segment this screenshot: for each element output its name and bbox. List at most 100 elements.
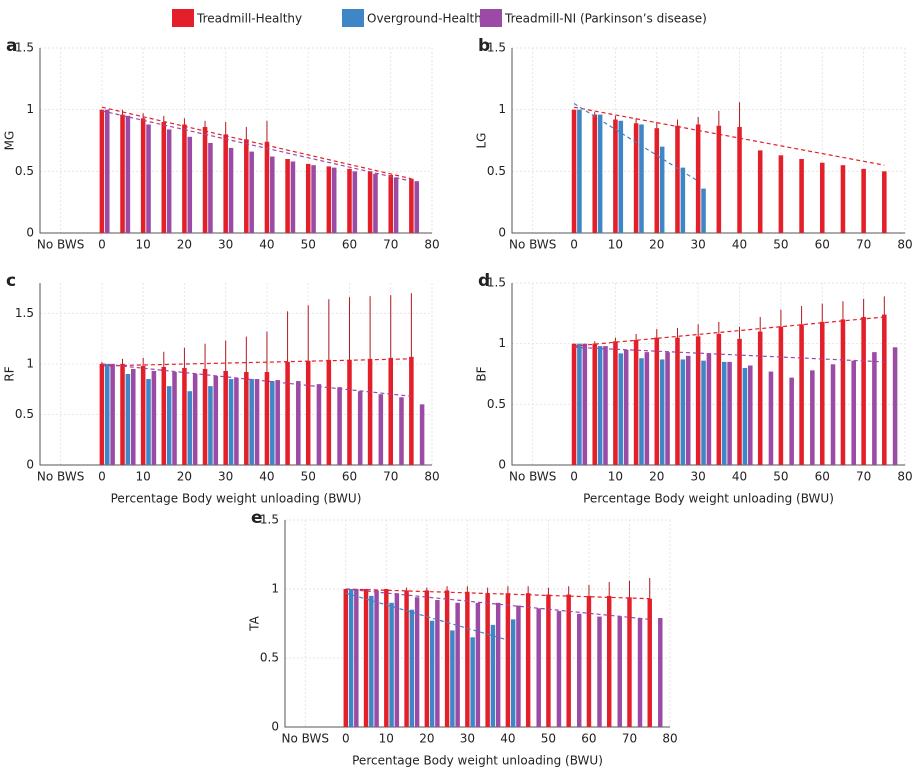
bar xyxy=(285,361,290,465)
bar xyxy=(571,343,577,465)
bar xyxy=(389,602,394,727)
bar xyxy=(228,147,234,233)
y-axis-label: RF xyxy=(3,366,17,381)
x-tick-label: No BWS xyxy=(37,238,84,252)
bar xyxy=(495,602,501,727)
y-tick-label: 0.5 xyxy=(15,407,34,421)
bar xyxy=(435,600,440,727)
bar xyxy=(556,611,562,727)
bar xyxy=(623,349,629,465)
bar xyxy=(120,363,125,465)
bar xyxy=(254,379,260,465)
bar xyxy=(490,624,496,727)
axis xyxy=(39,48,432,234)
bar xyxy=(606,595,612,727)
bar xyxy=(104,363,110,465)
bar xyxy=(234,378,239,465)
bar xyxy=(475,602,481,727)
bar xyxy=(290,161,296,233)
y-tick-label: 0.5 xyxy=(487,397,506,411)
bar xyxy=(161,366,167,465)
bar xyxy=(654,337,660,465)
bar xyxy=(639,358,644,465)
y-tick-label: 1 xyxy=(26,356,34,370)
bar xyxy=(778,155,784,233)
bar xyxy=(166,386,172,465)
bar xyxy=(485,593,490,727)
bar xyxy=(685,355,691,465)
bar xyxy=(202,368,208,465)
bar xyxy=(125,374,131,465)
x-tick-label: 10 xyxy=(608,470,623,484)
bar xyxy=(861,316,866,465)
bar xyxy=(367,358,373,465)
y-tick-label: 1.5 xyxy=(15,41,34,55)
x-tick-label: 50 xyxy=(773,238,788,252)
bar xyxy=(354,589,359,727)
bar xyxy=(644,352,650,465)
bar xyxy=(187,136,193,233)
y-tick-label: 0.5 xyxy=(15,164,34,178)
x-tick-label: 70 xyxy=(383,470,398,484)
axis xyxy=(39,283,432,466)
bar xyxy=(659,359,665,465)
bar xyxy=(882,171,887,233)
bar xyxy=(99,109,105,233)
x-tick-label: 0 xyxy=(570,238,578,252)
bar xyxy=(275,380,280,465)
bar xyxy=(347,359,352,465)
bar xyxy=(695,336,701,465)
bar xyxy=(130,368,136,465)
bar xyxy=(182,124,187,233)
bar xyxy=(577,343,582,465)
bar xyxy=(789,377,794,465)
bar xyxy=(592,343,598,465)
bar xyxy=(172,371,177,465)
x-tick-label: 60 xyxy=(342,470,357,484)
bar xyxy=(348,589,354,727)
bar xyxy=(778,326,784,465)
x-tick-label: 80 xyxy=(424,238,439,252)
y-tick-label: 0.5 xyxy=(487,164,506,178)
bar xyxy=(373,173,378,233)
bar xyxy=(399,397,404,465)
bar xyxy=(665,352,670,465)
bar xyxy=(120,114,125,233)
y-tick-label: 1 xyxy=(271,582,279,596)
x-tick-label: 40 xyxy=(732,470,747,484)
bar xyxy=(633,340,639,465)
axis xyxy=(284,520,670,728)
bar xyxy=(444,590,450,727)
x-tick-label: 40 xyxy=(259,470,274,484)
bar xyxy=(264,371,270,465)
bar xyxy=(757,331,763,465)
bar xyxy=(326,166,332,233)
x-tick-label: 50 xyxy=(301,238,316,252)
x-axis-label: Percentage Body weight unloading (BWU) xyxy=(352,754,603,768)
bar xyxy=(208,142,213,233)
x-tick-label: 20 xyxy=(177,470,192,484)
bar xyxy=(264,141,270,233)
bar xyxy=(316,384,322,465)
x-tick-label: 60 xyxy=(815,470,830,484)
bar xyxy=(110,363,115,465)
bar xyxy=(659,146,665,233)
bar xyxy=(326,359,332,465)
bar xyxy=(505,593,511,727)
bar xyxy=(285,159,290,233)
bar xyxy=(384,589,389,727)
bar xyxy=(680,359,686,465)
legend-swatch xyxy=(172,9,194,27)
bar xyxy=(721,361,727,465)
bar xyxy=(830,364,836,465)
x-tick-label: 20 xyxy=(177,238,192,252)
legend-label: Treadmill-NI (Parkinson’s disease) xyxy=(504,12,707,26)
y-tick-label: 0 xyxy=(498,458,506,472)
bar xyxy=(296,381,301,465)
x-tick-label: 70 xyxy=(622,732,637,746)
x-tick-label: 30 xyxy=(691,238,706,252)
x-tick-label: 70 xyxy=(856,238,871,252)
bar xyxy=(125,115,131,233)
bar xyxy=(675,125,680,233)
bar xyxy=(140,118,146,233)
